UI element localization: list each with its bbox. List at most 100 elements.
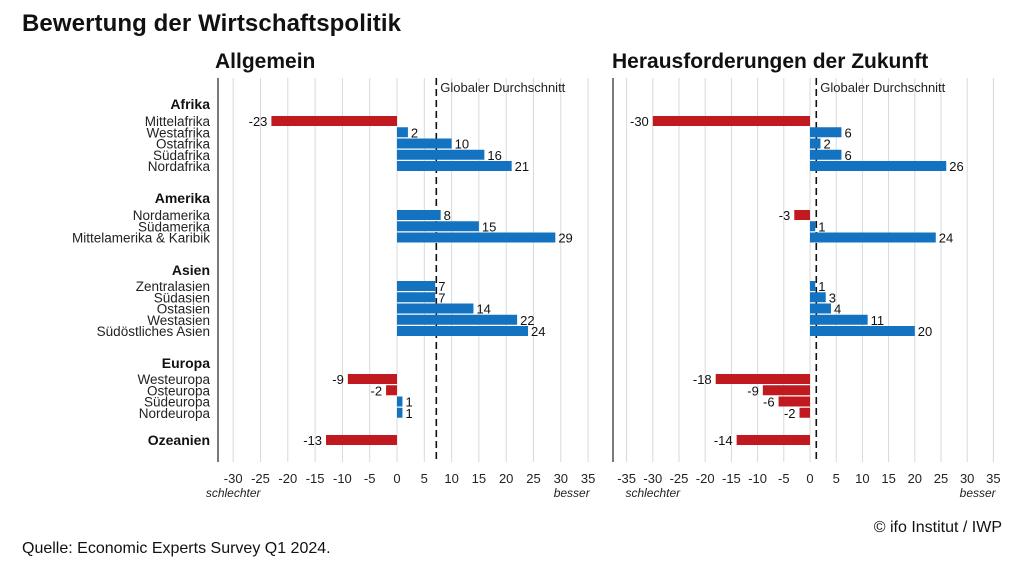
data-label: 10 — [455, 137, 469, 152]
data-label: 26 — [949, 159, 963, 174]
data-label: 1 — [818, 219, 825, 234]
bar — [397, 138, 452, 149]
x-tick-label: -25 — [670, 471, 689, 486]
category-label: Südafrika — [153, 148, 211, 163]
x-tick-label: 15 — [472, 471, 486, 486]
category-label: Südöstliches Asien — [97, 324, 210, 339]
data-label: 24 — [531, 324, 545, 339]
data-label: 16 — [487, 148, 501, 163]
group-label: Asien — [172, 262, 210, 278]
group-label: Europa — [162, 355, 210, 371]
x-tick-label: 35 — [581, 471, 595, 486]
bar — [810, 161, 947, 171]
bar — [397, 292, 436, 303]
bar — [736, 435, 810, 445]
data-label: -6 — [763, 395, 775, 410]
bar — [652, 116, 810, 126]
data-label: 22 — [520, 313, 534, 328]
bar — [810, 127, 842, 138]
axis-label-schlechter: schlechter — [206, 486, 262, 500]
data-label: 1 — [818, 279, 825, 294]
group-label: Amerika — [155, 190, 210, 206]
bar — [810, 314, 868, 325]
category-label: Ostasien — [157, 302, 210, 317]
bar — [397, 221, 479, 232]
x-tick-label: 20 — [908, 471, 922, 486]
reference-line-label: Globaler Durchschnitt — [440, 80, 565, 95]
x-tick-label: 10 — [444, 471, 458, 486]
x-tick-label: 0 — [393, 471, 400, 486]
data-label: 7 — [438, 290, 445, 305]
x-tick-label: -15 — [306, 471, 325, 486]
data-label: -13 — [303, 433, 322, 448]
category-label: Nordeuropa — [139, 406, 211, 421]
x-tick-label: 10 — [855, 471, 869, 486]
bar — [397, 314, 518, 325]
category-label: Westasien — [147, 313, 210, 328]
bar — [397, 232, 556, 243]
panel-title-herausforderungen: Herausforderungen der Zukunft — [612, 50, 929, 73]
x-tick-label: -5 — [364, 471, 376, 486]
x-tick-label: 15 — [881, 471, 895, 486]
category-label: Westafrika — [146, 125, 210, 140]
x-tick-label: 25 — [526, 471, 540, 486]
bar — [810, 326, 915, 336]
bar — [397, 396, 403, 407]
x-tick-label: -35 — [617, 471, 636, 486]
category-label: Mittelafrika — [145, 114, 211, 129]
bar — [810, 281, 816, 291]
data-label: -2 — [784, 406, 796, 421]
bar — [794, 210, 810, 220]
x-tick-label: -20 — [696, 471, 715, 486]
reference-line-label: Globaler Durchschnitt — [820, 80, 945, 95]
bar — [397, 210, 441, 220]
x-tick-label: 25 — [934, 471, 948, 486]
x-tick-label: 30 — [960, 471, 974, 486]
panel-title-allgemein: Allgemein — [215, 50, 316, 73]
source-note: Quelle: Economic Experts Survey Q1 2024. — [22, 540, 331, 557]
category-label: Nordafrika — [148, 159, 211, 174]
data-label: 1 — [405, 395, 412, 410]
category-label: Südeuropa — [144, 395, 211, 410]
data-label: 4 — [834, 302, 841, 317]
data-label: 14 — [476, 302, 490, 317]
axis-label-besser: besser — [554, 486, 591, 500]
bar — [326, 435, 397, 445]
bar — [810, 149, 842, 160]
data-label: 6 — [844, 148, 851, 163]
bar — [810, 221, 816, 232]
bar — [810, 232, 936, 243]
bar — [715, 374, 810, 384]
data-label: -3 — [779, 208, 791, 223]
category-label: Osteuropa — [147, 383, 211, 398]
bar — [810, 292, 826, 303]
bar — [762, 385, 810, 396]
data-label: 11 — [871, 313, 885, 328]
x-tick-label: -10 — [333, 471, 352, 486]
data-label: 3 — [829, 290, 836, 305]
bar — [397, 161, 512, 171]
bar — [386, 385, 397, 396]
data-label: -30 — [630, 114, 649, 129]
bar — [810, 303, 831, 314]
bar — [271, 116, 397, 126]
bar — [397, 149, 485, 160]
data-label: -9 — [747, 383, 759, 398]
bar — [397, 281, 436, 291]
data-label: 2 — [823, 137, 830, 152]
category-label: Südamerika — [138, 219, 211, 234]
copyright-credit: © ifo Institut / IWP — [873, 519, 1002, 536]
x-tick-label: -20 — [278, 471, 297, 486]
bar — [397, 326, 529, 336]
axis-label-schlechter: schlechter — [625, 486, 681, 500]
chart-panel-allgemein: -30 -25 -20 -15 -10 -5 0 5 10 15 20 25 30 35 schlechte… — [72, 78, 595, 500]
category-label: Zentralasien — [136, 279, 210, 294]
data-label: 15 — [482, 219, 496, 234]
data-label: 8 — [444, 208, 451, 223]
bar — [810, 138, 821, 149]
data-label: -23 — [249, 114, 268, 129]
bar — [397, 407, 403, 418]
x-tick-label: -30 — [224, 471, 243, 486]
category-label: Mittelamerika & Karibik — [72, 231, 210, 246]
